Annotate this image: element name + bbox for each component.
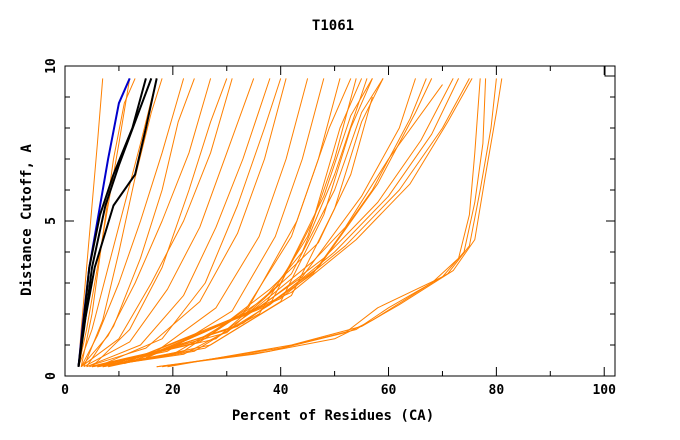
series-line-8 [86, 78, 271, 368]
series-line-29 [97, 96, 373, 368]
series-line-35 [156, 78, 481, 368]
axes [64, 65, 616, 377]
series-line-21 [83, 78, 163, 367]
series-line-26 [118, 78, 427, 365]
x-tick-label-20: 20 [165, 383, 181, 398]
x-tick-label-60: 60 [381, 383, 397, 398]
series-line-7 [83, 78, 255, 368]
series-lines [77, 78, 503, 368]
series-line-38 [167, 78, 503, 368]
x-tick-label-80: 80 [489, 383, 505, 398]
series-line-23 [107, 78, 373, 365]
y-axis: 0 5 10 [44, 58, 615, 380]
y-axis-label: Distance Cutoff, A [19, 144, 35, 296]
series-line-11 [91, 78, 325, 368]
series-line-27 [124, 78, 433, 365]
series-line-33 [140, 78, 470, 361]
x-tick-label-40: 40 [273, 383, 289, 398]
series-line-9 [86, 78, 287, 368]
y-tick-label-10: 10 [44, 58, 59, 74]
x-axis-label: Percent of Residues (CA) [232, 408, 434, 424]
series-line-17 [107, 78, 384, 368]
series-line-36 [156, 78, 487, 368]
x-axis: 0 20 40 60 80 100 [61, 66, 616, 398]
series-line-19 [91, 78, 228, 368]
series-line-42 [77, 78, 158, 367]
corner-box [604, 65, 616, 77]
series-line-12 [91, 78, 341, 368]
series-line-24 [113, 78, 384, 365]
series-line-30 [129, 84, 443, 361]
x-tick-label-0: 0 [61, 383, 69, 398]
series-line-34 [145, 78, 473, 358]
plot-frame [64, 65, 616, 377]
x-tick-label-100: 100 [592, 383, 616, 398]
y-tick-label-5: 5 [44, 217, 59, 225]
series-line-2 [78, 78, 131, 367]
chart-title: T1061 [312, 18, 354, 34]
series-line-6 [80, 78, 233, 368]
series-line-3 [78, 78, 158, 367]
series-line-28 [91, 78, 368, 368]
series-line-20 [86, 78, 195, 367]
series-line-18 [97, 78, 282, 368]
series-line-15 [102, 78, 363, 368]
y-tick-label-0: 0 [44, 372, 59, 380]
series-line-32 [134, 78, 460, 361]
